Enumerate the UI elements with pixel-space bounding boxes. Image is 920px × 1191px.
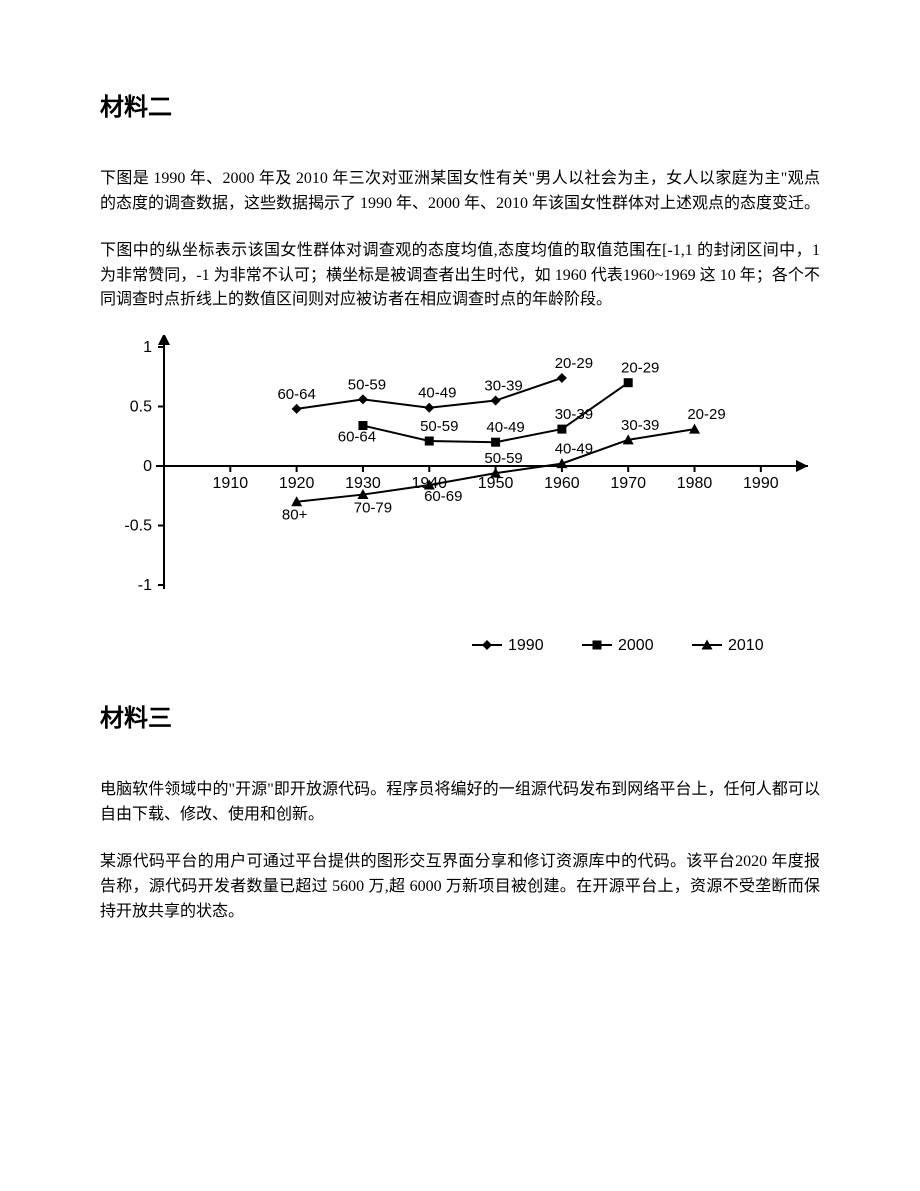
section2-para2: 下图中的纵坐标表示该国女性群体对调查观的态度均值,态度均值的取值范围在[-1,1… — [100, 239, 820, 313]
svg-text:20-29: 20-29 — [621, 360, 659, 377]
svg-text:1970: 1970 — [610, 475, 646, 492]
section2-heading: 材料二 — [100, 90, 820, 127]
svg-text:2000: 2000 — [618, 637, 654, 654]
svg-text:1990: 1990 — [743, 475, 779, 492]
svg-text:30-39: 30-39 — [621, 417, 659, 434]
svg-text:0: 0 — [143, 458, 152, 475]
svg-text:60-64: 60-64 — [338, 429, 376, 446]
svg-text:1: 1 — [143, 339, 152, 356]
svg-text:1980: 1980 — [677, 475, 713, 492]
svg-text:-1: -1 — [138, 577, 152, 594]
svg-text:30-39: 30-39 — [484, 378, 522, 395]
svg-text:40-49: 40-49 — [486, 419, 524, 436]
svg-text:1990: 1990 — [508, 637, 544, 654]
svg-text:40-49: 40-49 — [418, 385, 456, 402]
attitude-chart-svg: -1-0.500.5119101920193019401950196019701… — [94, 335, 814, 675]
section2-para1: 下图是 1990 年、2000 年及 2010 年三次对亚洲某国女性有关"男人以… — [100, 167, 820, 217]
svg-text:30-39: 30-39 — [555, 406, 593, 423]
svg-text:60-64: 60-64 — [277, 386, 315, 403]
svg-text:0.5: 0.5 — [130, 399, 152, 416]
section3-heading: 材料三 — [100, 701, 820, 738]
svg-text:1960: 1960 — [544, 475, 580, 492]
svg-text:1920: 1920 — [279, 475, 315, 492]
svg-text:-0.5: -0.5 — [124, 518, 152, 535]
svg-text:20-29: 20-29 — [555, 355, 593, 372]
svg-text:50-59: 50-59 — [484, 450, 522, 467]
attitude-chart: -1-0.500.5119101920193019401950196019701… — [94, 335, 814, 675]
svg-text:50-59: 50-59 — [420, 418, 458, 435]
section3-para2: 某源代码平台的用户可通过平台提供的图形交互界面分享和修订资源库中的代码。该平台2… — [100, 850, 820, 924]
svg-text:80+: 80+ — [282, 507, 308, 524]
svg-text:60-69: 60-69 — [424, 488, 462, 505]
svg-text:50-59: 50-59 — [348, 377, 386, 394]
svg-text:40-49: 40-49 — [555, 441, 593, 458]
svg-text:1910: 1910 — [213, 475, 249, 492]
svg-text:20-29: 20-29 — [687, 406, 725, 423]
section3-para1: 电脑软件领域中的"开源"即开放源代码。程序员将编好的一组源代码发布到网络平台上，… — [100, 778, 820, 828]
svg-text:70-79: 70-79 — [354, 500, 392, 517]
svg-text:2010: 2010 — [728, 637, 764, 654]
